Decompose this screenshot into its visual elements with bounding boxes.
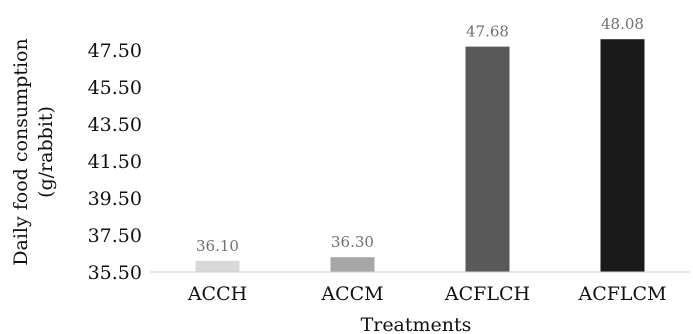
y-axis-title: Daily food consumption (g/rabbit) <box>10 38 57 265</box>
bar-acflcm <box>600 39 645 272</box>
data-label: 47.68 <box>466 23 509 41</box>
y-axis-title-line1: Daily food consumption <box>10 38 32 265</box>
y-tick-labels: 35.50 37.50 39.50 41.50 43.50 45.50 47.50 <box>88 40 142 284</box>
x-tick-labels: ACCH ACCM ACFLCH ACFLCM <box>187 283 667 305</box>
y-tick-label: 41.50 <box>88 151 142 173</box>
y-tick-label: 39.50 <box>88 188 142 210</box>
data-label: 36.30 <box>331 233 374 251</box>
x-tick-label: ACCM <box>320 283 383 305</box>
bar-acflch <box>465 46 510 273</box>
bars <box>195 39 645 273</box>
x-axis-title: Treatments <box>361 314 472 334</box>
data-label: 36.10 <box>196 237 239 255</box>
y-axis-title-line2: (g/rabbit) <box>35 106 57 198</box>
x-tick-label: ACFLCH <box>444 283 530 305</box>
bar-acch <box>195 260 240 272</box>
data-labels: 36.10 36.30 47.68 48.08 <box>196 15 644 255</box>
y-tick-label: 37.50 <box>88 225 142 247</box>
x-tick-label: ACCH <box>187 283 247 305</box>
y-tick-label: 47.50 <box>88 40 142 62</box>
data-label: 48.08 <box>601 15 644 33</box>
y-tick-label: 43.50 <box>88 114 142 136</box>
x-tick-label: ACFLCM <box>577 283 666 305</box>
bar-accm <box>330 257 375 272</box>
y-tick-label: 45.50 <box>88 77 142 99</box>
y-tick-label: 35.50 <box>88 262 142 284</box>
